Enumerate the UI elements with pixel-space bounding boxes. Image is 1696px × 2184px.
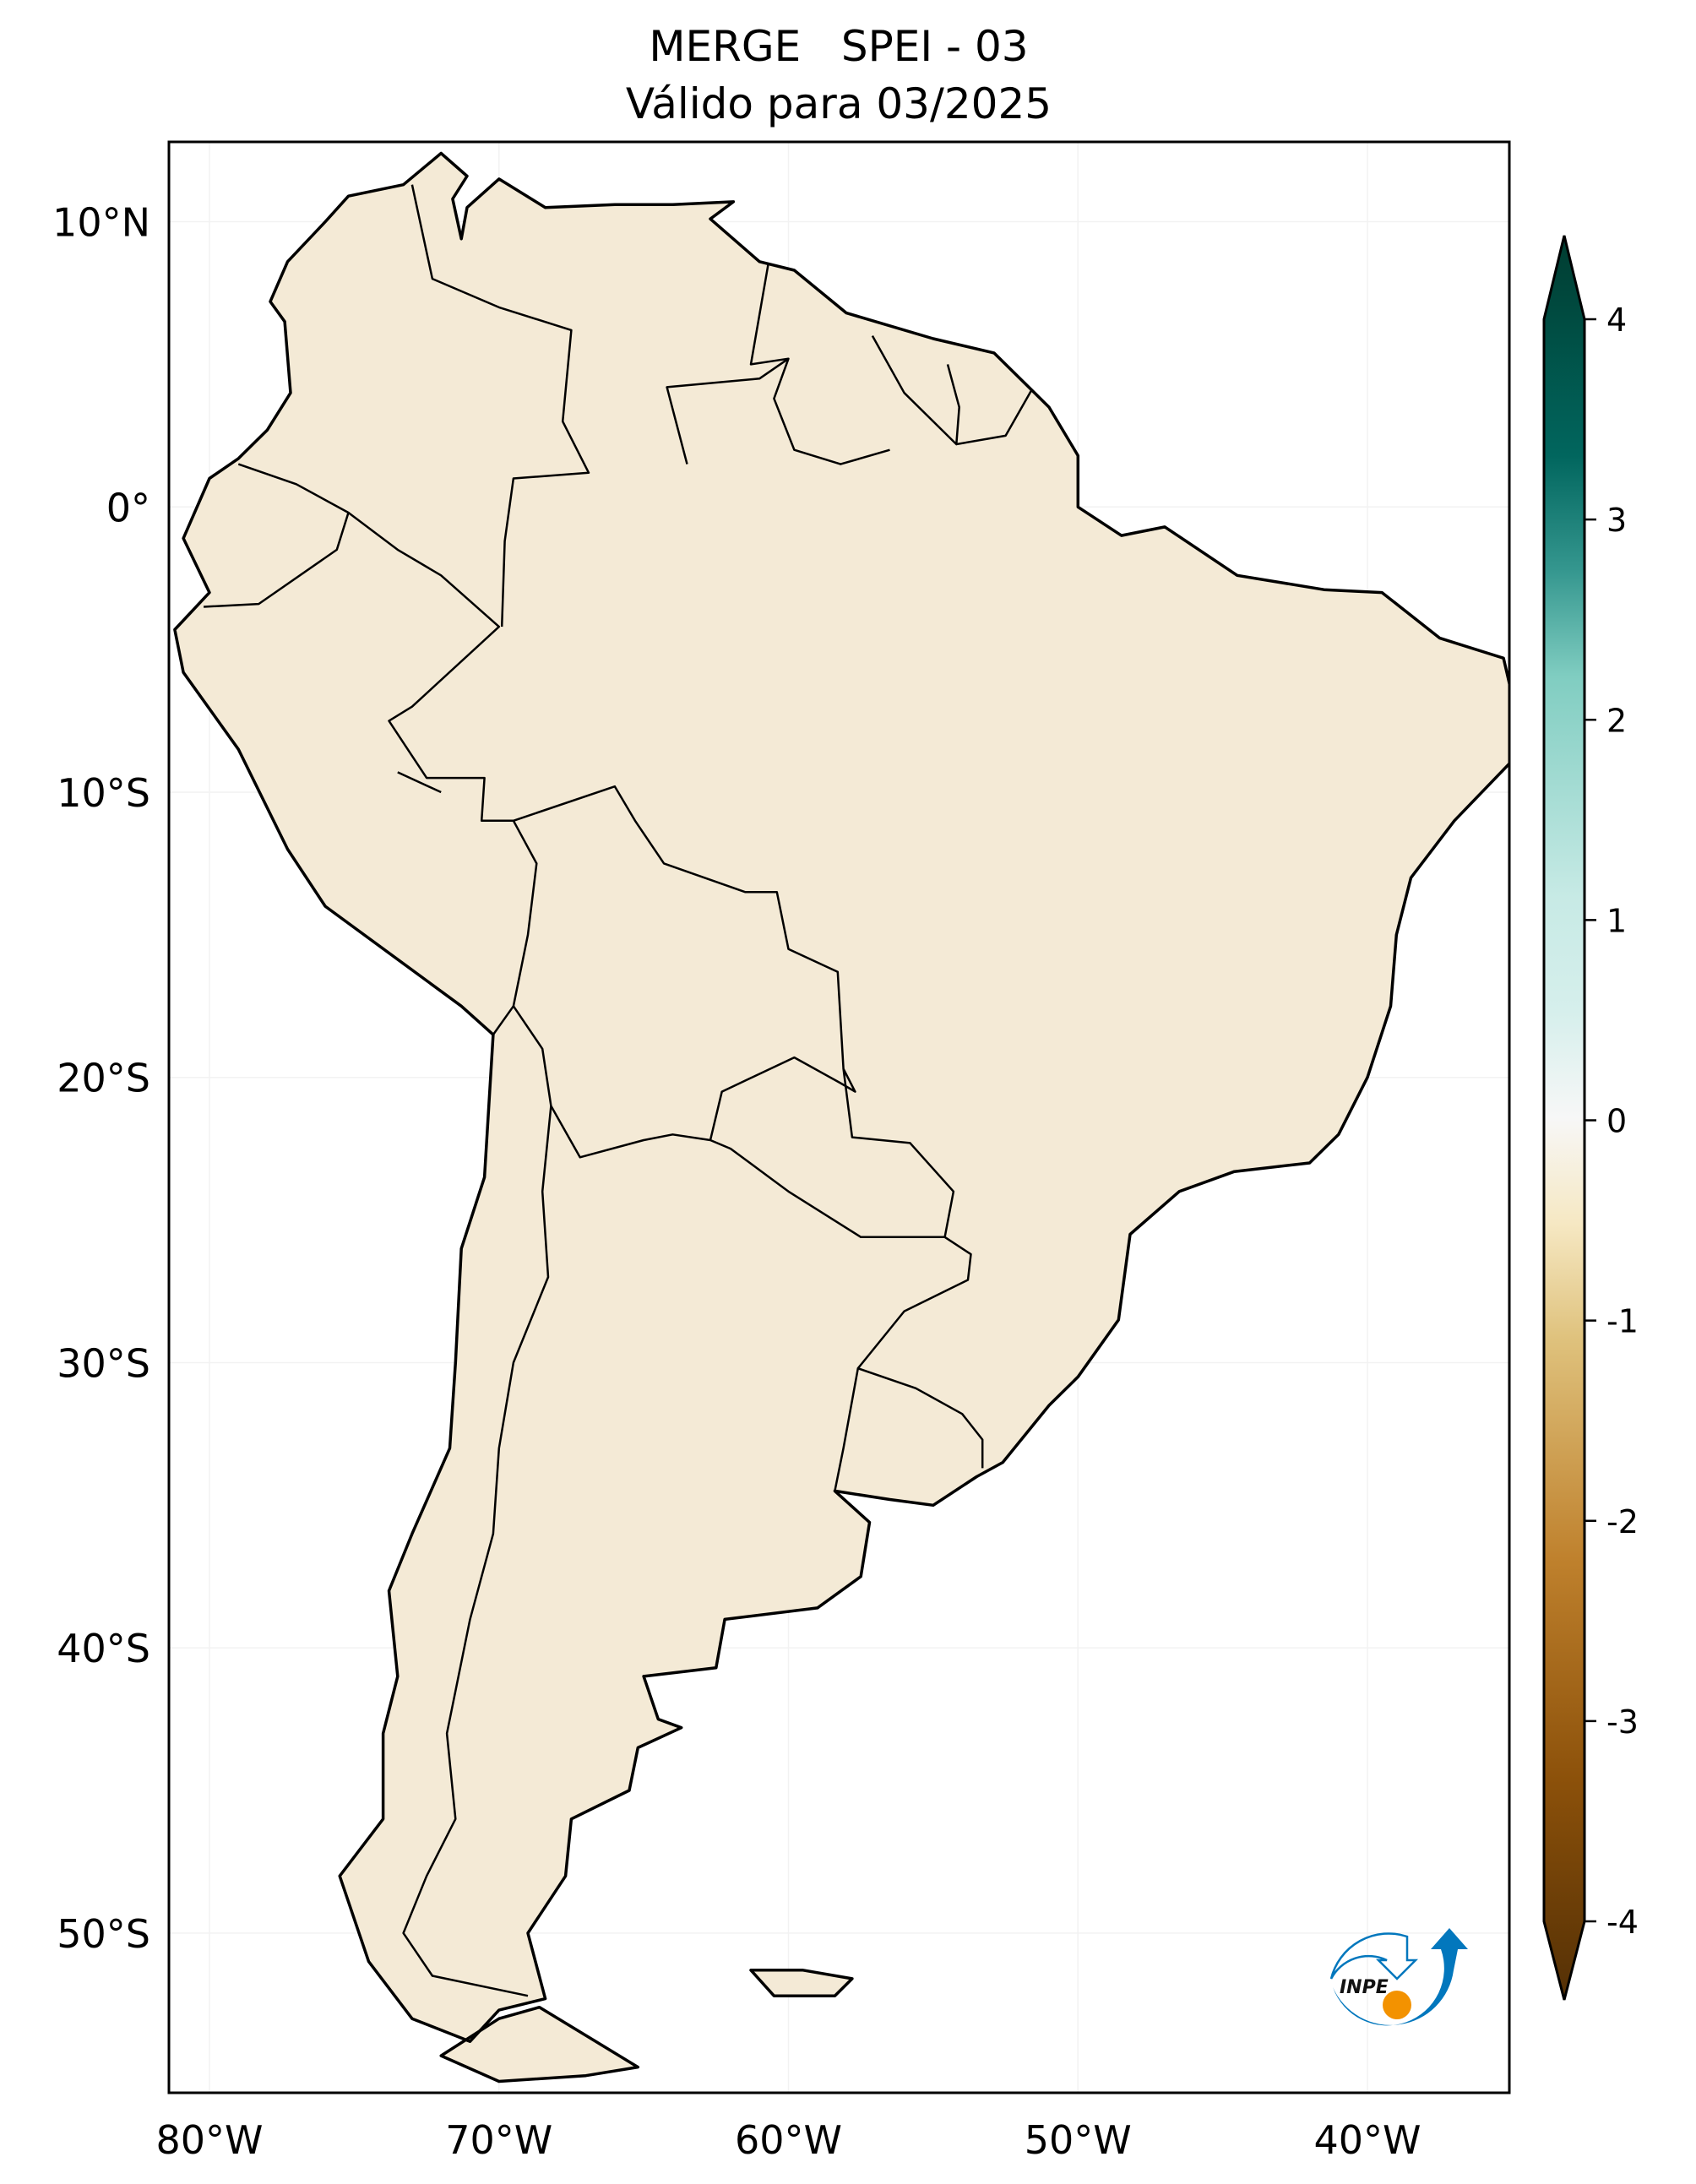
y-tick-label: 20°S xyxy=(57,1056,150,1101)
colorbar-tick-label: 0 xyxy=(1606,1103,1627,1140)
country-border xyxy=(397,771,442,794)
colorbar-tick-label: -1 xyxy=(1606,1303,1639,1340)
x-tick-label: 40°W xyxy=(1314,2117,1421,2163)
country-border xyxy=(513,785,856,1141)
y-tick-label: 0° xyxy=(106,485,150,530)
coastline xyxy=(439,2005,640,2083)
colorbar-tick-label: -2 xyxy=(1606,1503,1639,1540)
colorbar-tick-label: 2 xyxy=(1606,702,1627,739)
y-tick-label: 10°S xyxy=(57,770,150,816)
x-tick-label: 50°W xyxy=(1025,2117,1132,2163)
map-frame xyxy=(167,140,1511,2094)
x-tick-label: 70°W xyxy=(445,2117,552,2163)
country-border xyxy=(512,1005,955,1239)
x-tick-labels: 80°W 70°W 60°W 50°W 40°W xyxy=(155,2117,1421,2163)
y-tick-label: 10°N xyxy=(52,200,150,246)
inpe-logo: INPE xyxy=(1329,1928,1468,2026)
x-tick-label: 60°W xyxy=(735,2117,842,2163)
colorbar-tick-label: 1 xyxy=(1606,902,1627,939)
country-border xyxy=(749,263,890,465)
coastlines xyxy=(173,151,1509,2083)
logo-arrow-icon xyxy=(1333,1928,1468,2026)
country-border xyxy=(402,1106,552,1997)
colorbar-ticks: 4 3 2 1 0 -1 -2 -3 -4 xyxy=(1585,302,1639,1941)
y-tick-label: 30°S xyxy=(57,1340,150,1386)
y-tick-labels: 10°N 0° 10°S 20°S 30°S 40°S 50°S xyxy=(52,200,150,1957)
logo-swirl-icon xyxy=(1329,1932,1419,1980)
coastline xyxy=(749,1969,854,1997)
logo-sun-icon xyxy=(1383,1991,1411,2019)
colorbar-tick-label: 4 xyxy=(1606,302,1627,339)
chart-subtitle: Válido para 03/2025 xyxy=(626,79,1052,128)
country-border xyxy=(857,1367,984,1469)
map-area xyxy=(173,151,1509,2083)
colorbar-tick-label: 3 xyxy=(1606,502,1627,539)
colorbar-bar xyxy=(1542,235,1586,2001)
y-tick-label: 40°S xyxy=(57,1626,150,1671)
y-tick-label: 50°S xyxy=(57,1911,150,1957)
country-border xyxy=(834,1236,972,1491)
country-borders xyxy=(204,184,1033,1997)
land-fill xyxy=(174,153,1509,2082)
x-tick-label: 80°W xyxy=(155,2117,263,2163)
country-border xyxy=(347,512,538,1035)
country-border xyxy=(666,357,790,465)
coastline xyxy=(173,151,1509,2043)
colorbar-tick-label: -3 xyxy=(1606,1703,1639,1741)
country-border xyxy=(410,184,590,627)
colorbar: 4 3 2 1 0 -1 -2 -3 -4 xyxy=(1542,235,1639,2001)
country-border xyxy=(956,389,1033,446)
landmass xyxy=(174,153,1509,2042)
country-border xyxy=(204,463,350,608)
colorbar-tick-label: -4 xyxy=(1606,1904,1639,1941)
logo-text: INPE xyxy=(1340,1977,1389,1998)
chart-title: MERGE SPEI - 03 xyxy=(649,22,1028,71)
landmass xyxy=(751,1969,852,1997)
